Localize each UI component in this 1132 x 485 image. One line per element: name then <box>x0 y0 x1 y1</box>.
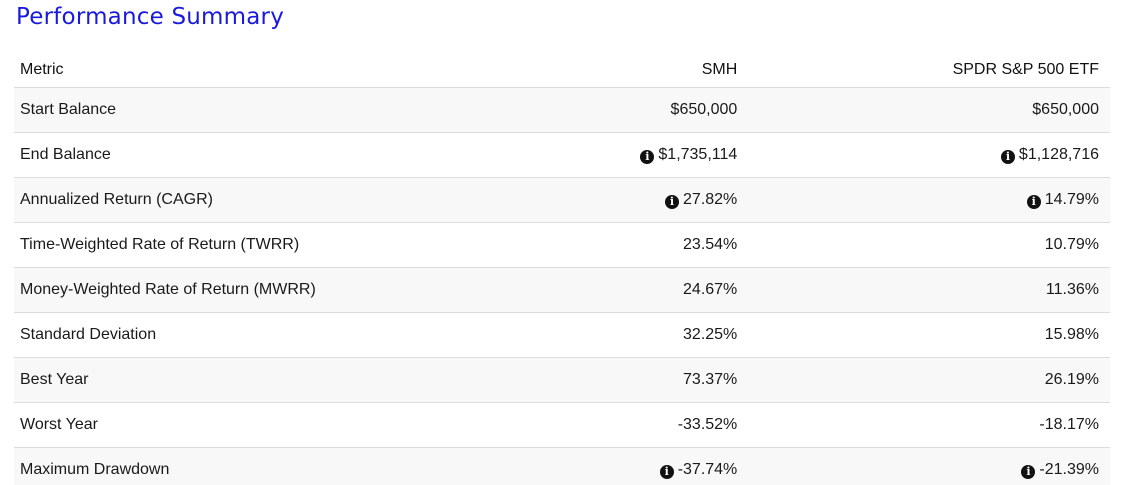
info-circle-icon[interactable] <box>640 150 655 164</box>
metric-label: Money-Weighted Rate of Return (MWRR) <box>14 267 497 313</box>
smh-value: 73.37% <box>496 357 749 403</box>
metric-label: Annualized Return (CAGR) <box>14 177 497 223</box>
info-circle-icon[interactable] <box>1000 150 1015 164</box>
table-row: Annualized Return (CAGR) 27.82% 14.79% <box>14 177 1110 223</box>
info-circle-icon[interactable] <box>659 465 674 479</box>
metric-label: Worst Year <box>14 402 497 448</box>
value-text: 27.82% <box>683 191 738 208</box>
smh-value: 23.54% <box>496 222 749 268</box>
smh-value: 27.82% <box>496 177 749 223</box>
value-text: -18.17% <box>1039 416 1099 433</box>
header-metric: Metric <box>20 61 64 78</box>
table-row: Time-Weighted Rate of Return (TWRR) 23.5… <box>14 222 1110 268</box>
value-text: -33.52% <box>677 416 738 433</box>
value-text: $1,128,716 <box>1018 146 1099 163</box>
metric-label: End Balance <box>14 132 497 178</box>
value-text: 26.19% <box>1044 371 1099 388</box>
info-circle-icon[interactable] <box>1021 465 1036 479</box>
spdr-value: 15.98% <box>748 312 1110 358</box>
page-title: Performance Summary <box>16 4 285 30</box>
spdr-value: 26.19% <box>748 357 1110 403</box>
smh-value: 24.67% <box>496 267 749 313</box>
value-text: 32.25% <box>683 326 738 343</box>
spdr-value: 14.79% <box>748 177 1110 223</box>
metric-label: Standard Deviation <box>14 312 497 358</box>
metric-label: Best Year <box>14 357 497 403</box>
table-row: Worst Year -33.52% -18.17% <box>14 402 1110 448</box>
smh-value: $1,735,114 <box>496 132 749 178</box>
info-circle-icon[interactable] <box>1026 195 1041 209</box>
header-smh: SMH <box>701 61 738 78</box>
smh-value: $650,000 <box>496 87 749 133</box>
smh-value: -37.74% <box>496 447 749 485</box>
table-row: End Balance $1,735,114 $1,128,716 <box>14 132 1110 178</box>
value-text: -21.39% <box>1039 461 1099 478</box>
smh-value: -33.52% <box>496 402 749 448</box>
spdr-value: 10.79% <box>748 222 1110 268</box>
value-text: 14.79% <box>1044 191 1099 208</box>
smh-value: 32.25% <box>496 312 749 358</box>
value-text: 23.54% <box>683 236 738 253</box>
value-text: 10.79% <box>1044 236 1099 253</box>
metric-label: Time-Weighted Rate of Return (TWRR) <box>14 222 497 268</box>
table-header-row: Metric SMH SPDR S&P 500 ETF <box>14 53 1110 88</box>
value-text: $650,000 <box>670 101 738 118</box>
value-text: 24.67% <box>683 281 738 298</box>
header-spdr-sp500: SPDR S&P 500 ETF <box>952 61 1099 78</box>
value-text: $1,735,114 <box>658 146 738 163</box>
value-text: -37.74% <box>677 461 738 478</box>
table-row: Best Year 73.37% 26.19% <box>14 357 1110 403</box>
spdr-value: $650,000 <box>748 87 1110 133</box>
spdr-value: 11.36% <box>748 267 1110 313</box>
table-row: Maximum Drawdown -37.74% -21.39% <box>14 447 1110 485</box>
value-text: 15.98% <box>1044 326 1099 343</box>
table-row: Money-Weighted Rate of Return (MWRR) 24.… <box>14 267 1110 313</box>
metric-label: Start Balance <box>14 87 497 133</box>
value-text: $650,000 <box>1032 101 1099 118</box>
spdr-value: -21.39% <box>748 447 1110 485</box>
metric-label: Maximum Drawdown <box>14 447 497 485</box>
table-row: Start Balance $650,000 $650,000 <box>14 87 1110 133</box>
value-text: 73.37% <box>683 371 738 388</box>
table-row: Standard Deviation 32.25% 15.98% <box>14 312 1110 358</box>
value-text: 11.36% <box>1045 281 1099 298</box>
performance-summary-table: Metric SMH SPDR S&P 500 ETF Start Balanc… <box>14 53 1110 485</box>
spdr-value: $1,128,716 <box>748 132 1110 178</box>
spdr-value: -18.17% <box>748 402 1110 448</box>
info-circle-icon[interactable] <box>665 195 680 209</box>
